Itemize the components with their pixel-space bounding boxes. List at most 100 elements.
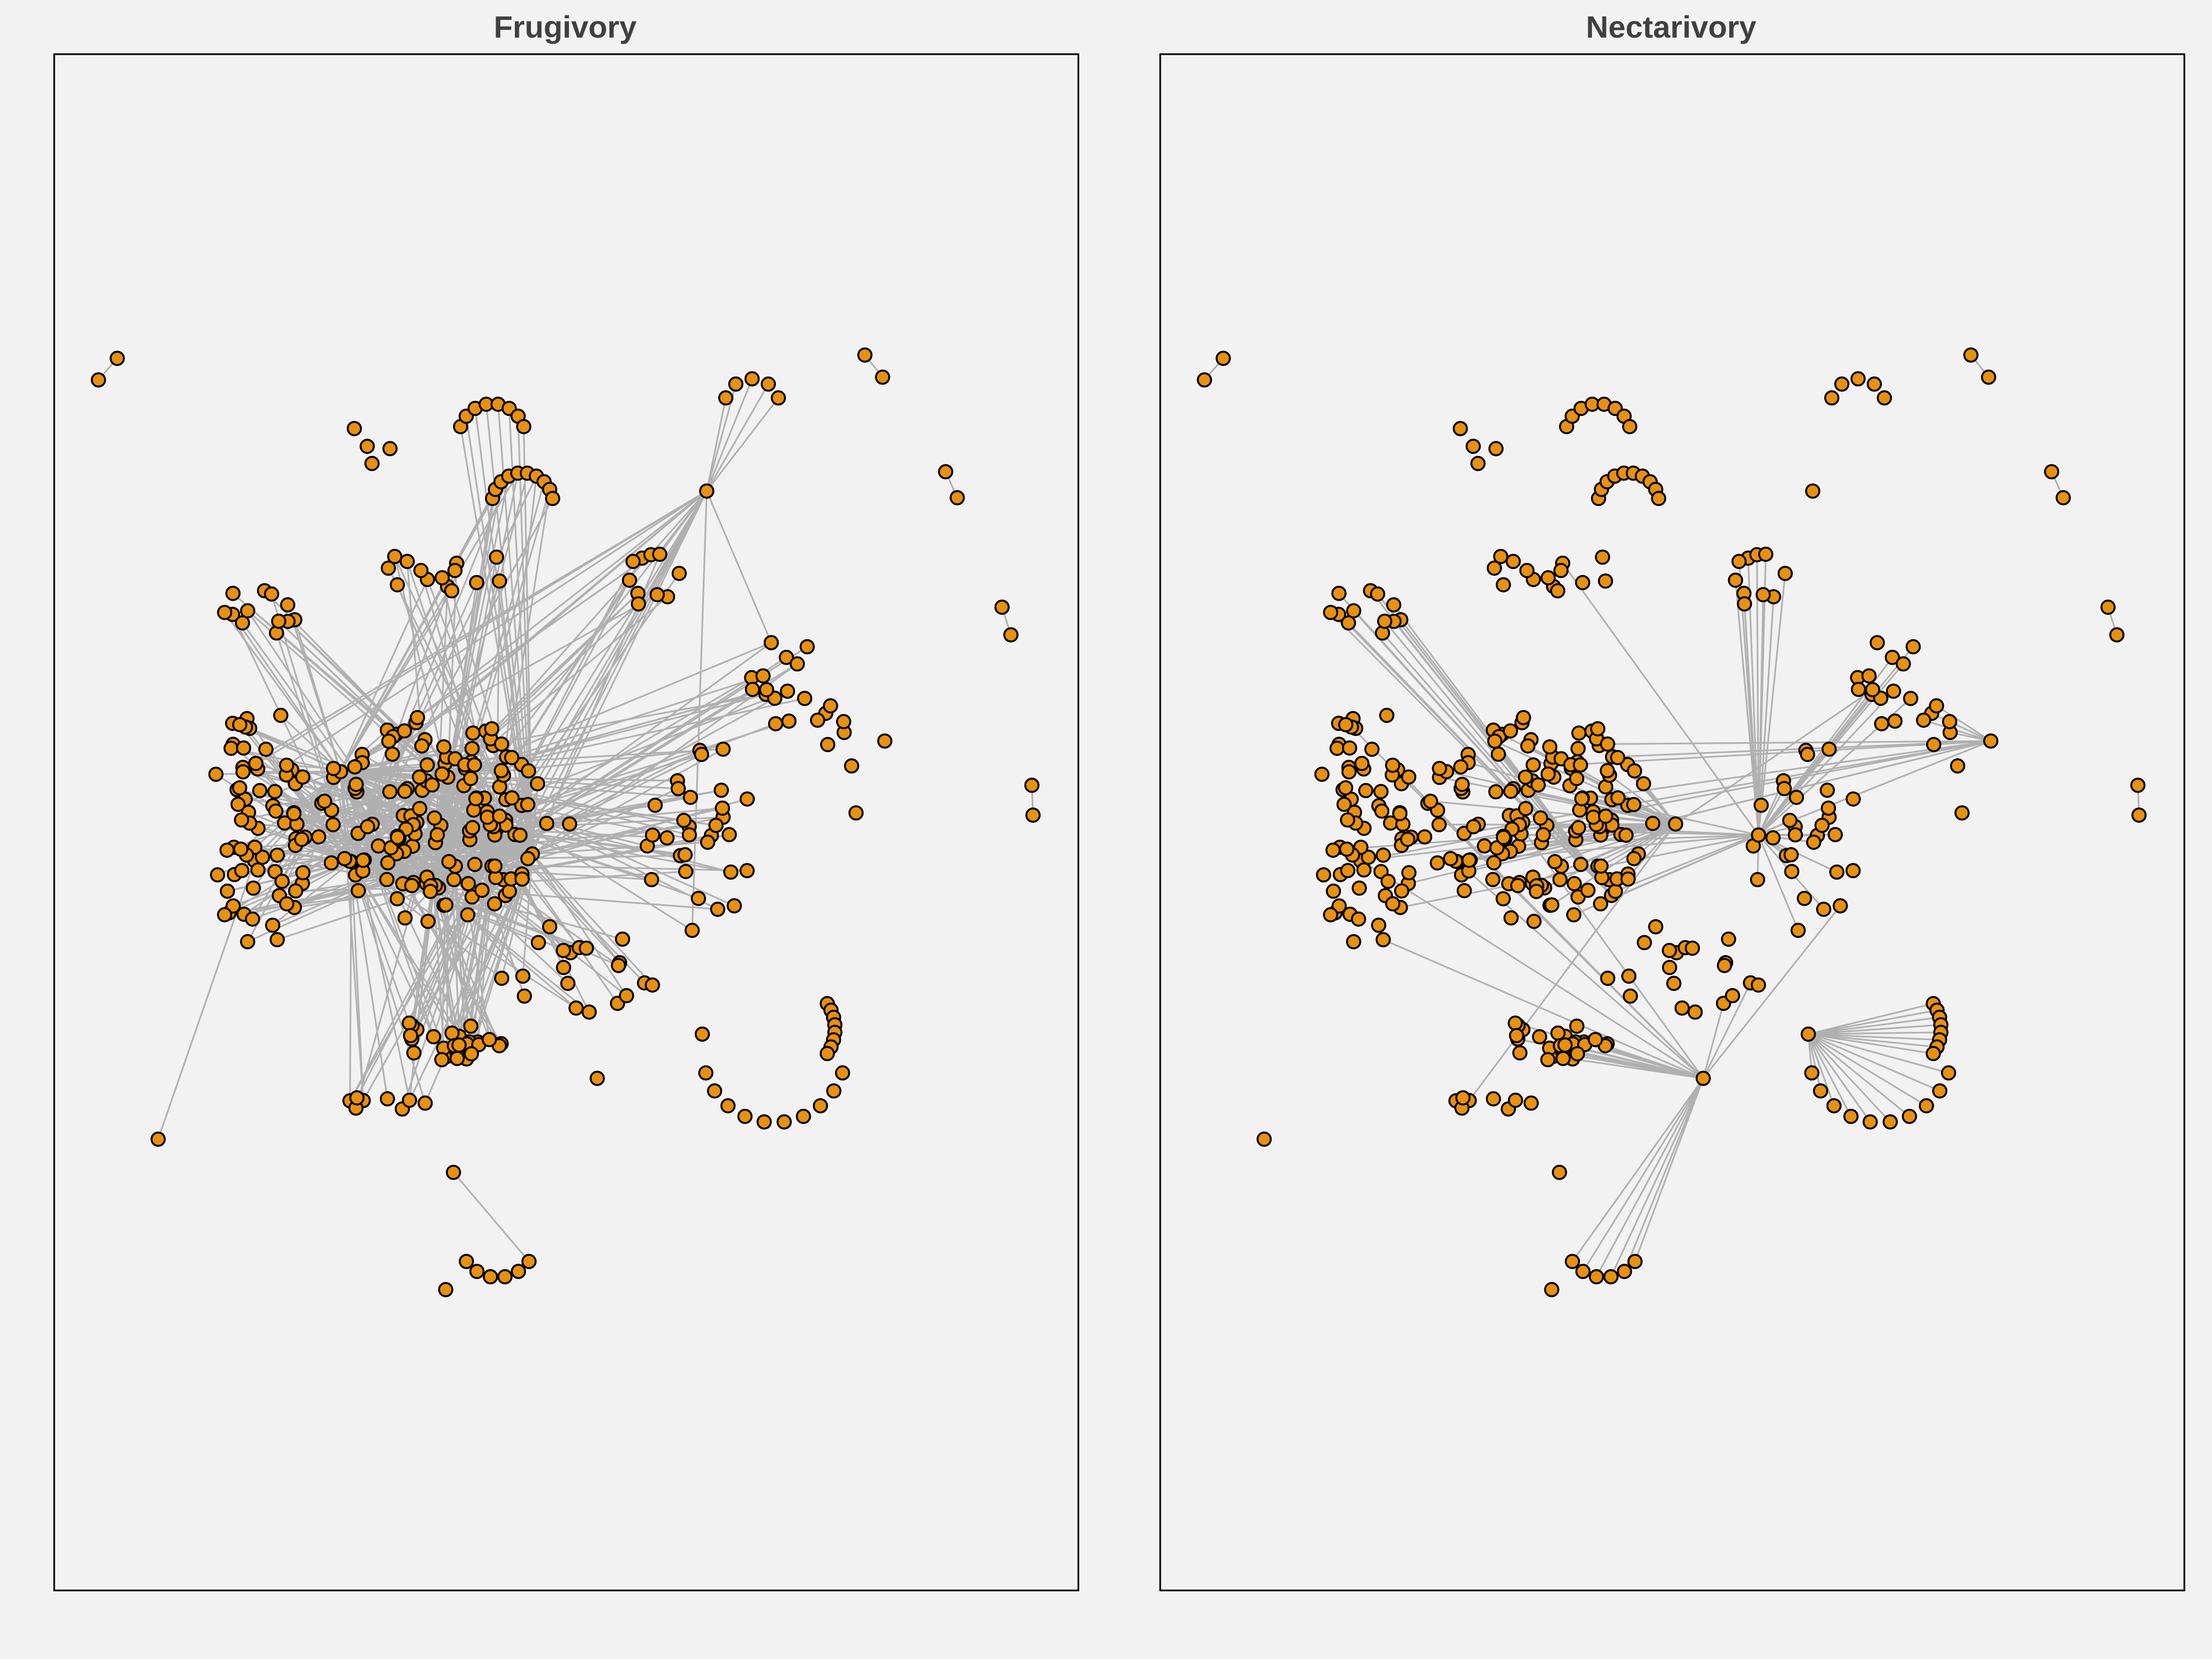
network-edge	[1936, 705, 1991, 742]
network-node	[1490, 747, 1506, 762]
network-node	[346, 421, 362, 436]
network-node	[1950, 758, 1965, 774]
network-edge	[659, 491, 708, 555]
network-edge	[1807, 1034, 1835, 1107]
network-node	[1571, 820, 1587, 836]
network-node	[269, 932, 285, 947]
network-node	[1580, 883, 1596, 898]
network-node	[489, 549, 504, 565]
network-node	[848, 805, 864, 821]
network-edge	[1590, 740, 1991, 799]
network-node	[1896, 656, 1911, 672]
network-edge	[1808, 1009, 1938, 1035]
network-node	[460, 907, 476, 923]
network-node	[834, 1065, 851, 1081]
network-node	[1784, 864, 1799, 879]
network-node	[1486, 560, 1503, 576]
network-edge	[351, 854, 681, 863]
network-node	[517, 988, 532, 1004]
network-node	[150, 1131, 166, 1147]
network-node	[659, 830, 675, 846]
network-node	[1488, 441, 1504, 457]
network-edge	[350, 476, 510, 862]
network-node	[1751, 827, 1766, 843]
network-edge	[1464, 740, 1991, 834]
network-node	[728, 376, 744, 392]
network-node	[494, 736, 509, 752]
network-node	[796, 1109, 811, 1124]
network-node	[1758, 546, 1773, 562]
network-node	[411, 769, 427, 785]
network-edge	[532, 841, 708, 855]
network-edge	[447, 776, 690, 836]
network-node	[413, 562, 429, 578]
network-node	[1566, 907, 1582, 923]
network-node	[1622, 419, 1637, 435]
network-node	[1550, 1025, 1566, 1041]
network-edge	[1675, 688, 1874, 825]
network-node	[380, 855, 396, 870]
network-node	[578, 940, 594, 956]
network-edge	[340, 472, 519, 773]
network-node	[721, 827, 737, 843]
network-node	[1668, 816, 1683, 832]
network-node	[1517, 769, 1533, 785]
network-node	[611, 958, 627, 973]
network-node	[1885, 650, 1900, 665]
network-node	[379, 872, 395, 888]
network-node	[1585, 809, 1601, 825]
network-node	[1874, 716, 1890, 732]
network-node	[1736, 596, 1752, 612]
network-edge	[411, 491, 708, 1040]
network-node	[797, 691, 812, 706]
network-node	[294, 832, 310, 847]
network-edge	[1595, 1078, 1704, 1277]
network-node	[397, 910, 413, 926]
network-node	[1509, 1027, 1525, 1044]
network-edge	[340, 771, 364, 1101]
network-node	[1610, 750, 1626, 765]
network-node	[422, 884, 439, 899]
network-node	[1350, 911, 1366, 927]
network-node	[397, 723, 413, 739]
network-edge	[1383, 938, 1704, 1079]
network-node	[677, 847, 693, 863]
network-node	[581, 1004, 597, 1020]
network-node	[695, 1026, 710, 1042]
network-edge	[706, 378, 753, 492]
network-node	[1338, 780, 1354, 796]
network-node	[1540, 570, 1556, 586]
network-node	[1636, 935, 1652, 951]
network-node	[1379, 707, 1395, 723]
panel-title-nectarivory: Nectarivory	[1586, 9, 1756, 44]
network-node	[1373, 784, 1389, 800]
network-node	[1326, 883, 1342, 899]
network-node	[1507, 1092, 1524, 1108]
network-node	[1443, 851, 1458, 867]
network-node	[682, 790, 698, 805]
network-node	[1485, 872, 1501, 888]
network-node	[625, 554, 641, 569]
network-node	[1338, 717, 1354, 733]
network-edge	[1624, 1078, 1704, 1272]
network-node	[1765, 830, 1781, 846]
network-edge	[1808, 1033, 1940, 1092]
network-edge	[1572, 1078, 1704, 1262]
network-edge	[1734, 580, 1760, 836]
network-node	[325, 817, 341, 833]
network-node	[1550, 583, 1566, 599]
network-node	[492, 808, 508, 824]
network-node	[708, 817, 724, 833]
network-node	[1495, 891, 1511, 906]
network-node	[492, 573, 507, 589]
network-node	[235, 764, 251, 780]
network-node	[1569, 1046, 1585, 1062]
network-node	[1507, 1015, 1523, 1031]
network-node	[1339, 841, 1355, 857]
network-node	[1461, 852, 1477, 868]
network-node	[1516, 709, 1531, 726]
network-node	[351, 883, 366, 899]
network-node	[1902, 1109, 1917, 1124]
network-edge	[1808, 1031, 1941, 1035]
network-node	[2044, 464, 2059, 479]
